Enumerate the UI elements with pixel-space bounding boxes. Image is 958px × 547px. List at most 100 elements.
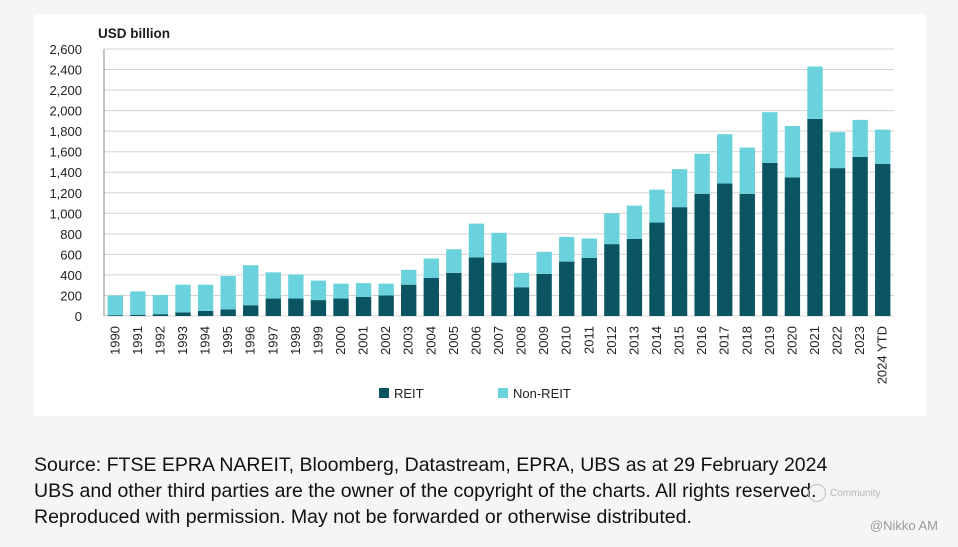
bar-non-reit-1995 <box>220 275 236 310</box>
bar-non-reit-2008 <box>513 272 530 288</box>
bar-non-reit-2006 <box>468 223 485 258</box>
x-tick-label: 2023 <box>852 326 867 355</box>
bar-non-reit-2009 <box>536 251 552 274</box>
community-watermark-text: Community <box>830 487 881 499</box>
x-tick-label: 2000 <box>333 326 348 355</box>
bar-reit-1997 <box>265 298 281 316</box>
legend-swatch-reit <box>379 388 389 398</box>
bar-non-reit-2007 <box>491 232 507 263</box>
x-tick-label: 1995 <box>220 326 235 355</box>
bar-non-reit-2000 <box>333 283 349 299</box>
x-tick-label: 1993 <box>175 326 190 355</box>
bar-non-reit-1999 <box>310 280 327 301</box>
bar-reit-2008 <box>513 287 530 316</box>
bar-reit-1993 <box>175 312 191 316</box>
bar-reit-2017 <box>717 183 733 316</box>
bar-non-reit-2013 <box>626 205 643 239</box>
x-tick-label: 1997 <box>265 326 280 355</box>
x-tick-label: 2014 <box>649 326 664 355</box>
y-tick-label: 2,000 <box>49 104 82 119</box>
y-tick-label: 400 <box>60 268 82 283</box>
bar-non-reit-1991 <box>130 291 146 315</box>
x-tick-label: 1996 <box>243 326 258 355</box>
y-tick-label: 2,200 <box>49 83 82 98</box>
x-tick-label: 2002 <box>378 326 393 355</box>
bar-reit-2011 <box>581 257 597 316</box>
bar-non-reit-2022 <box>829 132 846 169</box>
legend: REIT Non-REIT <box>379 386 571 401</box>
y-tick-label: 2,600 <box>49 42 82 57</box>
x-tick-label: 2020 <box>784 326 799 355</box>
community-logo-icon <box>808 484 826 502</box>
y-tick-label: 1,200 <box>49 186 82 201</box>
x-tick-label: 1994 <box>198 326 213 355</box>
source-line-1: Source: FTSE EPRA NAREIT, Bloomberg, Dat… <box>34 454 828 476</box>
y-tick-label: 1,400 <box>49 165 82 180</box>
x-tick-label: 2019 <box>762 326 777 355</box>
bar-non-reit-2020 <box>784 126 801 178</box>
bar-non-reit-1994 <box>197 284 214 311</box>
x-tick-label: 2021 <box>807 326 822 355</box>
bar-non-reit-2012 <box>604 213 620 245</box>
bar-non-reit-1993 <box>175 284 191 313</box>
y-axis-title: USD billion <box>98 26 170 41</box>
bar-non-reit-1997 <box>265 272 281 299</box>
bar-reit-2001 <box>355 297 372 316</box>
bar-non-reit-2011 <box>581 238 597 258</box>
x-tick-label: 2001 <box>356 326 371 355</box>
bar-non-reit-2002 <box>378 283 394 296</box>
bar-reit-2003 <box>401 284 417 316</box>
x-tick-label: 2012 <box>604 326 619 355</box>
bar-non-reit-1996 <box>243 265 259 306</box>
bar-reit-1994 <box>197 310 214 316</box>
bar-non-reit-1992 <box>152 294 169 315</box>
x-axis-ticks: 1990 1991 1992 1993 1994 1995 1996 1997 1998 1999… <box>107 326 889 384</box>
y-tick-label: 1,600 <box>49 145 82 160</box>
x-tick-label: 2024 YTD <box>875 326 890 384</box>
y-tick-label: 800 <box>60 227 82 242</box>
x-tick-label: 2004 <box>423 326 438 355</box>
bar-reit-2005 <box>446 272 462 316</box>
bar-reit-2024-ytd <box>875 164 891 316</box>
bar-reit-2013 <box>626 238 643 316</box>
x-tick-label: 2018 <box>739 326 754 355</box>
bar-reit-1998 <box>288 298 304 316</box>
bar-reit-2023 <box>852 156 868 316</box>
x-tick-label: 2017 <box>717 326 732 355</box>
y-tick-label: 1,000 <box>49 206 82 221</box>
bar-reit-2009 <box>536 273 552 316</box>
y-tick-label: 200 <box>60 288 82 303</box>
x-tick-label: 2015 <box>672 326 687 355</box>
legend-swatch-non-reit <box>498 388 508 398</box>
bar-reit-2020 <box>784 177 801 316</box>
bar-reit-1992 <box>152 314 169 316</box>
bar-non-reit-2014 <box>649 189 665 223</box>
y-axis-ticks: 0 200 400 600 800 1,000 1,200 1,400 1,600 1,800 2,… <box>49 42 82 324</box>
x-tick-label: 2013 <box>626 326 641 355</box>
bar-reit-2019 <box>762 162 778 316</box>
bar-reit-2012 <box>604 244 620 316</box>
x-tick-label: 2003 <box>401 326 416 355</box>
x-tick-label: 2009 <box>536 326 551 355</box>
bar-reit-1999 <box>310 300 327 316</box>
x-tick-label: 1990 <box>107 326 122 355</box>
x-tick-label: 2016 <box>694 326 709 355</box>
bar-non-reit-2021 <box>807 66 823 119</box>
bar-reit-2002 <box>378 295 394 316</box>
bar-non-reit-2024-ytd <box>875 129 891 165</box>
bar-reit-2004 <box>423 278 439 316</box>
bar-reit-1990 <box>107 315 123 316</box>
chart-panel: USD billion 0 200 400 600 800 1,000 1,200 1,400… <box>34 14 926 416</box>
bar-non-reit-1990 <box>107 295 123 316</box>
source-line-3: Reproduced with permission. May not be f… <box>34 506 692 528</box>
stacked-bar-chart: USD billion 0 200 400 600 800 1,000 1,200 1,400… <box>49 26 894 401</box>
x-tick-label: 1998 <box>288 326 303 355</box>
y-tick-label: 2,400 <box>49 63 82 78</box>
bar-reit-1996 <box>243 305 259 316</box>
x-tick-label: 2006 <box>468 326 483 355</box>
bar-reit-1991 <box>130 314 146 316</box>
source-note: Source: FTSE EPRA NAREIT, Bloomberg, Dat… <box>34 452 934 530</box>
x-tick-label: 2011 <box>581 326 596 354</box>
bar-non-reit-2005 <box>446 249 462 273</box>
x-tick-label: 2007 <box>491 326 506 355</box>
